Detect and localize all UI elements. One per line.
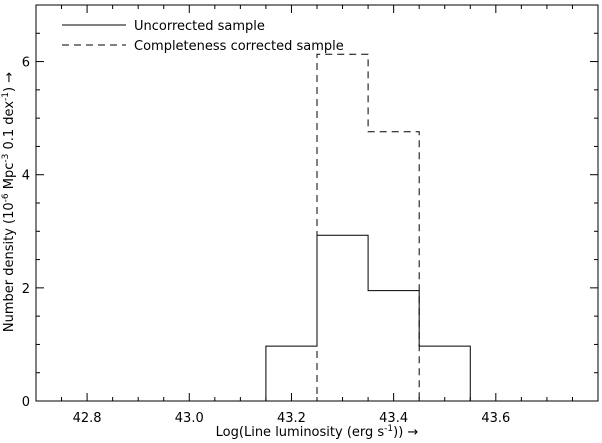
x-tick-label: 43.2 (277, 411, 306, 426)
y-axis-label: Number density (10-6 Mpc-3 0.1 dex-1) → (1, 72, 17, 332)
series-uncorrected-line (36, 234, 598, 402)
y-axis-ticks: 0 2 4 6 (22, 32, 598, 410)
series-corrected-line (36, 53, 598, 402)
x-tick-label: 42.8 (73, 411, 102, 426)
x-tick-label: 43.4 (379, 411, 408, 426)
legend: Uncorrected sample Completeness correcte… (62, 19, 344, 54)
legend-label-corrected: Completeness corrected sample (134, 39, 344, 54)
y-tick-label: 6 (22, 56, 30, 71)
series-layer (36, 53, 598, 402)
x-tick-label: 43.0 (175, 411, 204, 426)
x-axis-label: Log(Line luminosity (erg s-1)) → (216, 424, 419, 440)
x-tick-label: 43.6 (481, 411, 510, 426)
legend-label-uncorrected: Uncorrected sample (134, 19, 265, 34)
y-tick-label: 0 (22, 395, 30, 410)
y-tick-label: 4 (22, 169, 30, 184)
x-axis-ticks: 42.8 43.0 43.2 43.4 43.6 (61, 5, 573, 426)
y-tick-label: 2 (22, 282, 30, 297)
